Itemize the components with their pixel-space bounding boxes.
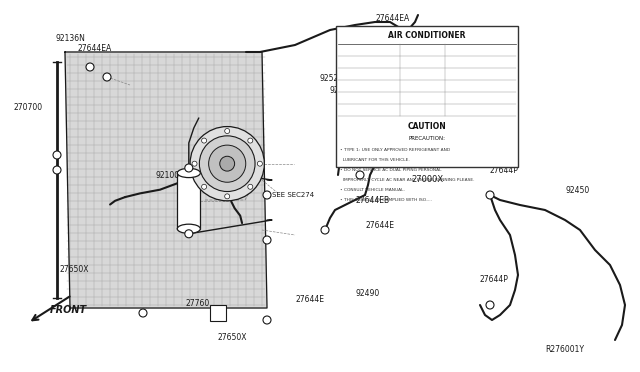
Circle shape: [139, 309, 147, 317]
Circle shape: [209, 145, 246, 182]
Text: 92450: 92450: [565, 186, 589, 195]
Circle shape: [263, 191, 271, 199]
Text: 27644E: 27644E: [295, 295, 324, 305]
Circle shape: [248, 138, 253, 143]
Circle shape: [185, 164, 193, 172]
Bar: [336, 26, 518, 167]
Text: 92480: 92480: [380, 160, 404, 170]
Text: CAUTION: CAUTION: [408, 122, 447, 131]
Circle shape: [263, 316, 271, 324]
Circle shape: [202, 138, 207, 143]
Text: IMPROPERLY. CYCLE AC NEAR ANY ENGINE RUNNING PLEASE.: IMPROPERLY. CYCLE AC NEAR ANY ENGINE RUN…: [340, 178, 474, 182]
Bar: [210, 305, 226, 321]
Text: 27000X: 27000X: [411, 175, 444, 184]
Circle shape: [220, 156, 235, 171]
Text: 27644EB: 27644EB: [420, 115, 454, 125]
Text: 92136N: 92136N: [55, 33, 85, 42]
Circle shape: [225, 194, 230, 199]
Text: 27644EA: 27644EA: [78, 44, 112, 52]
Text: 27644EA: 27644EA: [375, 13, 409, 22]
Text: • DO NOT SERVICE AC DUAL PIPING PERSONAL: • DO NOT SERVICE AC DUAL PIPING PERSONAL: [340, 168, 442, 172]
Text: AIR CONDITIONER: AIR CONDITIONER: [388, 31, 466, 39]
Ellipse shape: [177, 169, 200, 177]
Circle shape: [356, 171, 364, 179]
Circle shape: [248, 184, 253, 189]
Circle shape: [190, 126, 264, 201]
Text: 27644EB: 27644EB: [355, 196, 389, 205]
Text: 92524E: 92524E: [320, 74, 349, 83]
Circle shape: [192, 161, 197, 166]
Polygon shape: [65, 52, 267, 308]
Circle shape: [200, 136, 255, 192]
Circle shape: [103, 73, 111, 81]
Bar: [177, 173, 200, 229]
Text: 27644E: 27644E: [365, 221, 394, 230]
Text: • THIS VEHICLE AS COMPLIED WITH ISO-...: • THIS VEHICLE AS COMPLIED WITH ISO-...: [340, 198, 432, 202]
Text: 27650X: 27650X: [218, 334, 248, 343]
Text: PRECAUTION:: PRECAUTION:: [409, 135, 445, 141]
Text: LUBRICANT FOR THIS VEHICLE.: LUBRICANT FOR THIS VEHICLE.: [340, 158, 410, 162]
Text: 92490: 92490: [355, 289, 380, 298]
Text: SEE SEC274: SEE SEC274: [272, 192, 314, 198]
Text: 270700: 270700: [14, 103, 43, 112]
Circle shape: [486, 301, 494, 309]
Circle shape: [321, 226, 329, 234]
Circle shape: [185, 230, 193, 238]
Text: 27650X: 27650X: [60, 266, 90, 275]
Text: 27644P: 27644P: [480, 276, 509, 285]
Text: 27760: 27760: [185, 298, 209, 308]
Circle shape: [257, 161, 262, 166]
Text: • CONSULT VEHICLE MANUAL.: • CONSULT VEHICLE MANUAL.: [340, 188, 405, 192]
Circle shape: [86, 63, 94, 71]
Text: 27644P: 27644P: [490, 166, 519, 174]
Circle shape: [486, 191, 494, 199]
Circle shape: [53, 151, 61, 159]
Text: • TYPE 1: USE ONLY APPROVED REFRIGERANT AND: • TYPE 1: USE ONLY APPROVED REFRIGERANT …: [340, 148, 450, 152]
Circle shape: [202, 184, 207, 189]
Text: FRONT: FRONT: [49, 305, 86, 315]
Text: 92100: 92100: [155, 170, 179, 180]
Circle shape: [263, 236, 271, 244]
Circle shape: [225, 128, 230, 134]
Text: R276001Y: R276001Y: [545, 346, 584, 355]
Circle shape: [53, 166, 61, 174]
Text: 92440: 92440: [330, 86, 355, 94]
Ellipse shape: [177, 224, 200, 233]
